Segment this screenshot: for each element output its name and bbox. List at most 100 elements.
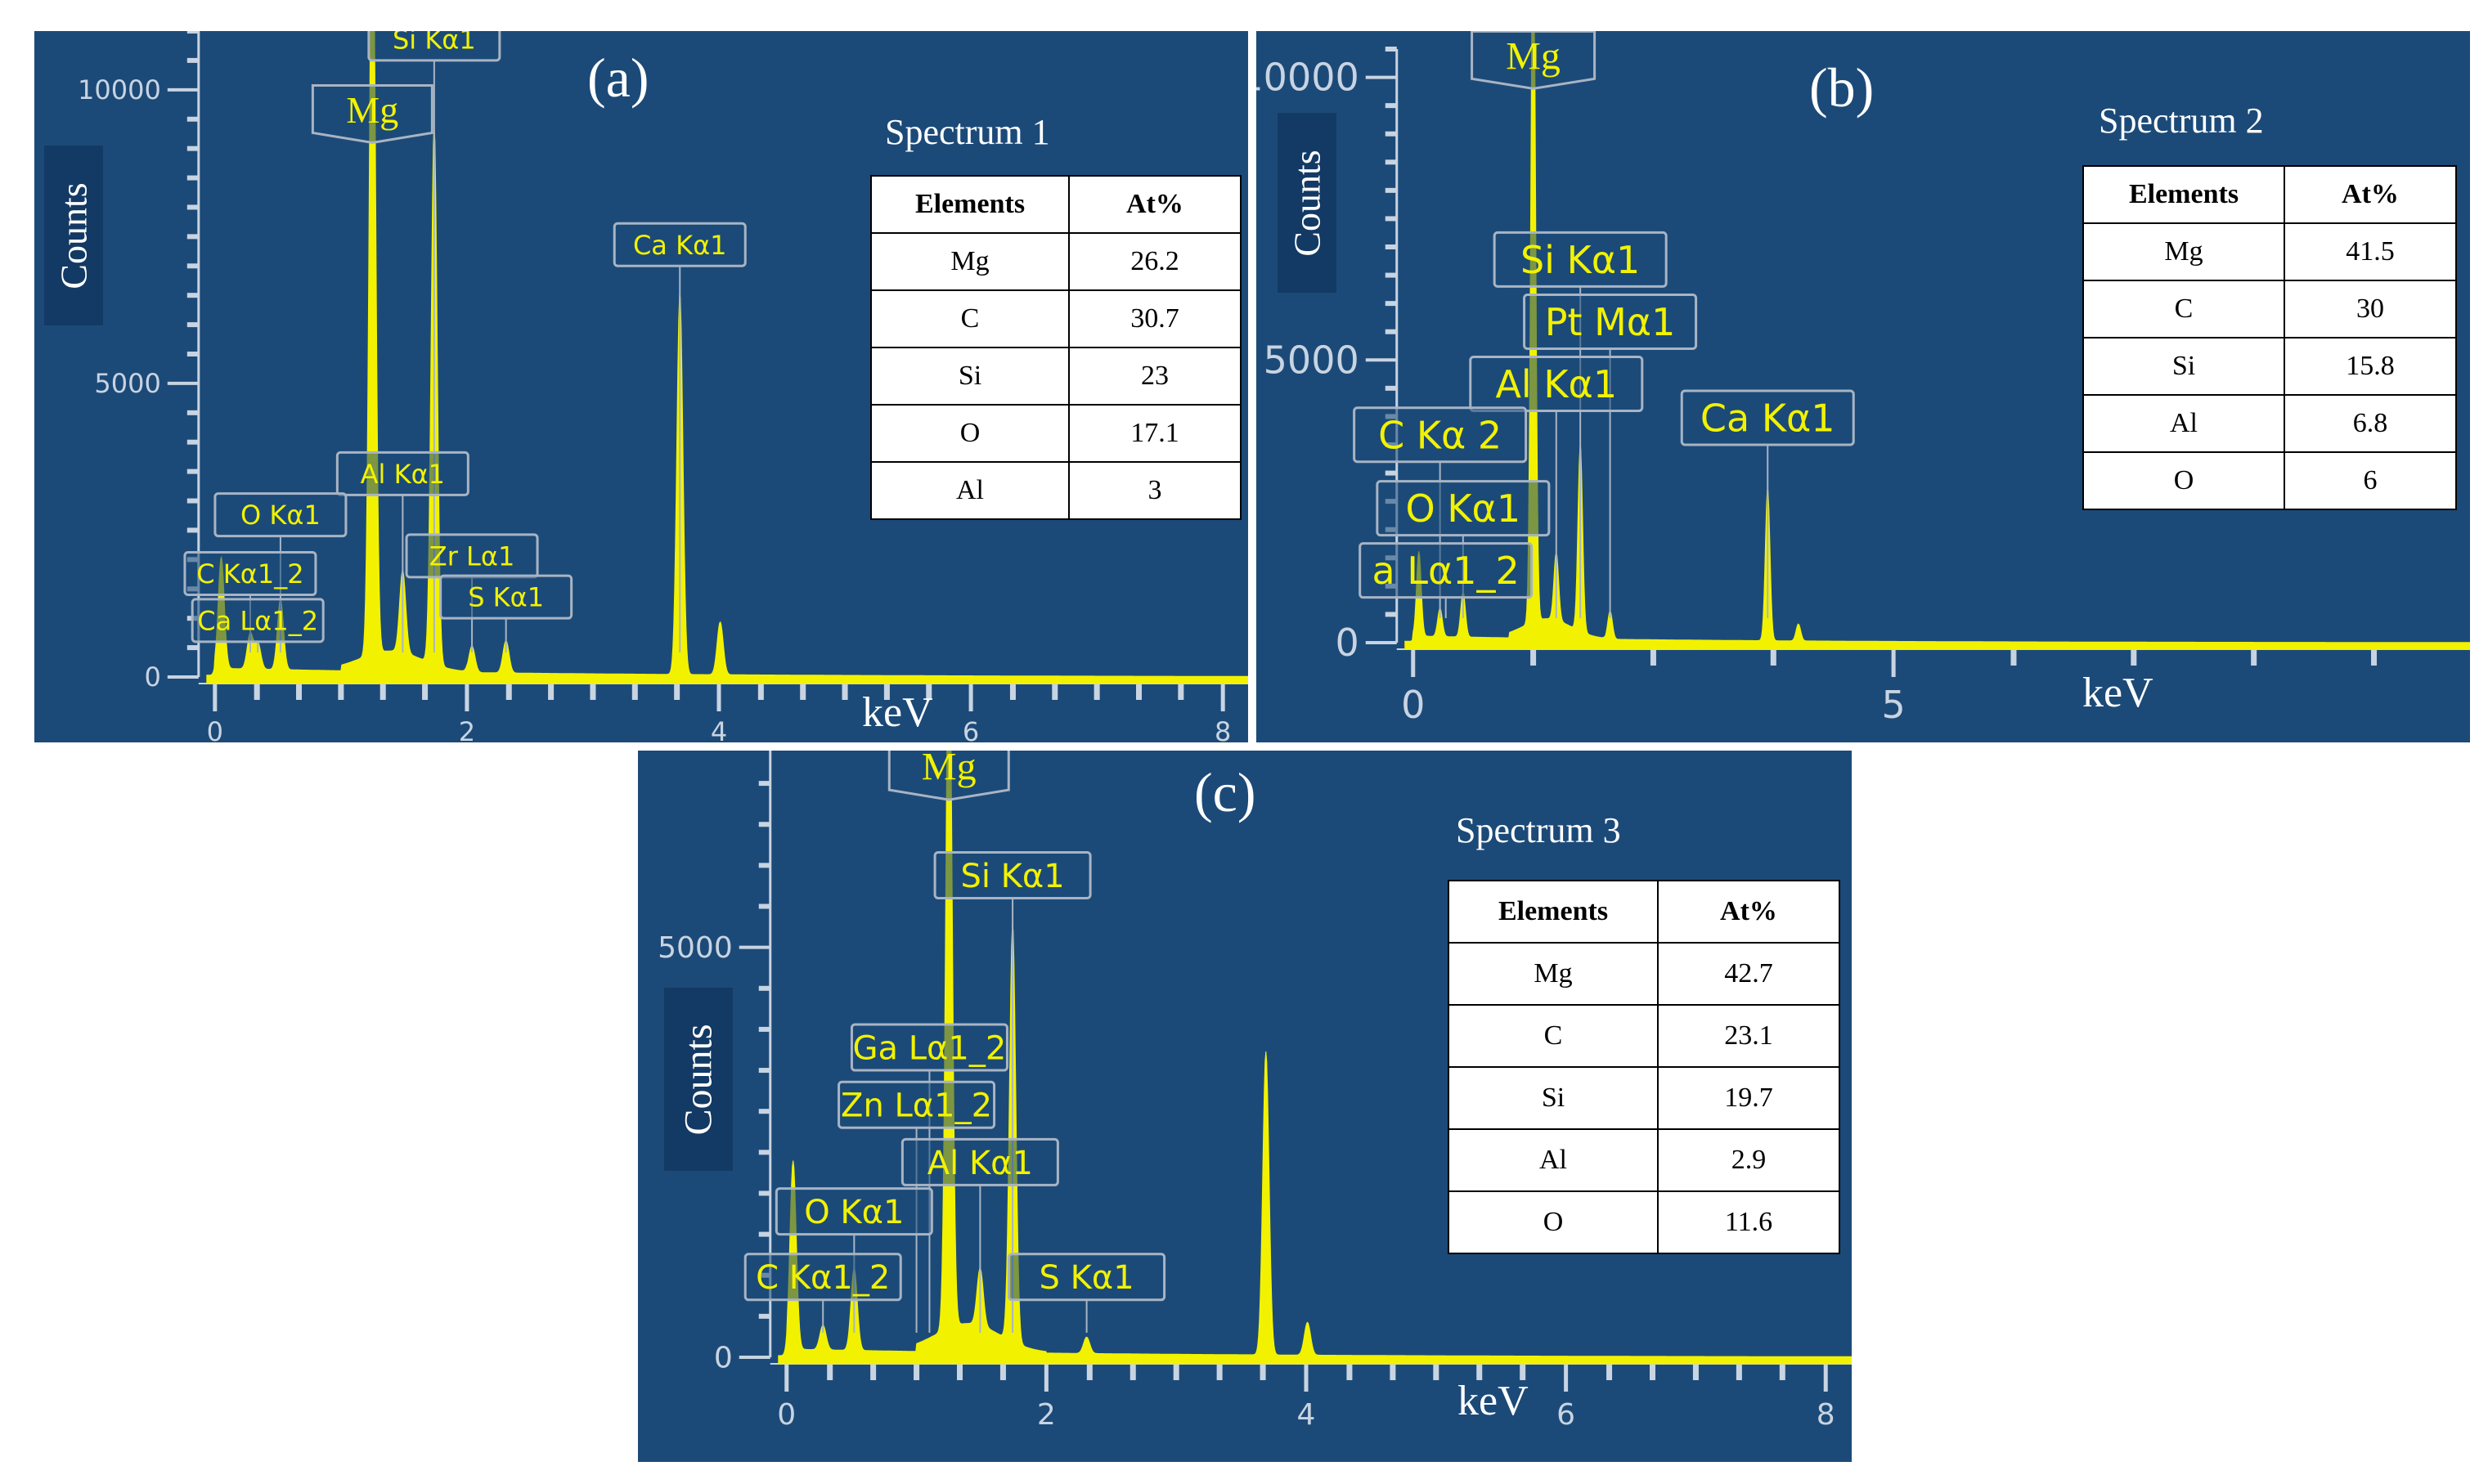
peak-label-box (311, 83, 433, 144)
peak-label-text: Ca Lα1_2 (197, 605, 318, 636)
y-tick-label: 5000 (1264, 338, 1359, 382)
x-tick-label: 6 (963, 716, 979, 742)
peak-label-text: Mg (922, 751, 977, 788)
table-row: C 30 (2082, 280, 2457, 338)
spectrum-trace (206, 31, 1248, 684)
x-tick-label: 2 (459, 716, 475, 742)
x-tick-label: 6 (1556, 1398, 1575, 1432)
peak-label-box (191, 598, 325, 643)
peak-label: O Kα1 (213, 492, 348, 652)
peak-label-box (213, 492, 348, 538)
x-axis-label: keV (862, 689, 933, 736)
table-cell: 17.1 (1068, 404, 1242, 463)
table-row: O 11.6 (1448, 1190, 1840, 1254)
table-cell: 41.5 (2284, 222, 2457, 281)
x-tick-label: 0 (1401, 683, 1425, 727)
peak-label-box (850, 1023, 1008, 1072)
spectrum-panel-a: 0 5000 10000 0 2 4 6 8 keV Mg Si Kα1 Ca Kα1 Al Kα1 O … (34, 31, 1248, 742)
table-header: Elements (870, 175, 1070, 234)
peak-label-box (1376, 480, 1551, 537)
spectrum-c-plot: 0 5000 0 2 4 6 8 keV Mg Si Kα1 Ga Lα1_2 Zn Lα1_2 Al … (658, 751, 1852, 1432)
table-header: At% (1657, 880, 1840, 944)
table-cell: Al (870, 461, 1070, 520)
peak-label-box (775, 1187, 933, 1236)
composition-table: Elements At% Mg 26.2 C 30.7 Si 23 O 17.1 Al 3 (870, 175, 1242, 520)
table-header-row: Elements At% (1448, 880, 1840, 944)
composition-table: Elements At% Mg 42.7 C 23.1 Si 19.7 Al 2.9 O… (1448, 880, 1840, 1254)
peak-label: Al Kα1 (900, 1137, 1059, 1333)
peak-label-box (613, 222, 747, 267)
peak-label-text: O Kα1 (240, 500, 321, 531)
table-cell: O (2082, 451, 2285, 510)
x-tick-label: 4 (711, 716, 727, 742)
peak-label-box (743, 1253, 902, 1302)
peak-label-text: Zn Lα1_2 (841, 1087, 992, 1125)
peak-label: Zn Lα1_2 (838, 1080, 996, 1333)
table-cell: 30.7 (1068, 289, 1242, 348)
peak-label-box (838, 1080, 996, 1129)
table-row: C 30.7 (870, 289, 1242, 348)
peak-label-text: S Kα1 (1040, 1259, 1134, 1297)
peak-label-box (335, 451, 469, 496)
peak-label-text: Ca Kα1 (1700, 397, 1835, 441)
x-tick-label: 2 (1037, 1398, 1056, 1432)
y-tick-label: 0 (714, 1342, 733, 1375)
y-axis-label: Counts (52, 182, 95, 289)
y-axis-label-box: Counts (664, 988, 733, 1171)
peak-label-box (183, 550, 317, 596)
x-tick-label: 0 (207, 716, 223, 742)
x-axis-label: keV (1457, 1378, 1529, 1424)
table-cell: 15.8 (2284, 337, 2457, 396)
spectrum-title: Spectrum 2 (2099, 101, 2264, 141)
table-header-row: Elements At% (870, 175, 1242, 234)
table-cell: C (870, 289, 1070, 348)
table-cell: 30 (2284, 280, 2457, 338)
peak-label-text: Zr Lα1 (429, 540, 515, 572)
table-cell: 19.7 (1657, 1066, 1840, 1130)
table-header: At% (2284, 165, 2457, 224)
peak-label: S Kα1 (439, 574, 573, 652)
peak-label-text: Si Kα1 (1520, 238, 1640, 282)
table-row: Al 3 (870, 461, 1242, 520)
table-row: Mg 26.2 (870, 232, 1242, 291)
y-tick-label: 5000 (94, 368, 160, 399)
table-cell: Al (2082, 394, 2285, 453)
x-tick-label: 8 (1215, 716, 1231, 742)
table-row: Al 6.8 (2082, 394, 2457, 453)
spectrum-panel-b: 0 5000 10000 0 5 keV Mg Si Kα1 Pt Mα1 Al Kα1 Ca Kα… (1256, 31, 2470, 742)
table-cell: Mg (1448, 942, 1659, 1006)
table-cell: Si (870, 347, 1070, 406)
table-header-row: Elements At% (2082, 165, 2457, 224)
table-row: Mg 42.7 (1448, 942, 1840, 1006)
peak-label-box (1353, 406, 1528, 464)
table-cell: C (1448, 1004, 1659, 1068)
table-cell: Si (2082, 337, 2285, 396)
table-row: Mg 41.5 (2082, 222, 2457, 281)
table-cell: O (1448, 1190, 1659, 1254)
table-header: Elements (2082, 165, 2285, 224)
table-cell: Mg (2082, 222, 2285, 281)
peak-label-text: C Kα1_2 (196, 558, 303, 590)
peak-label-box (439, 574, 573, 620)
peak-label: S Kα1 (1008, 1253, 1166, 1333)
table-cell: 6.8 (2284, 394, 2457, 453)
y-axis-label: Counts (676, 1023, 721, 1136)
table-cell: O (870, 404, 1070, 463)
y-axis-label: Counts (1286, 149, 1328, 257)
table-cell: 23.1 (1657, 1004, 1840, 1068)
peak-label-text: Pt Mα1 (1545, 300, 1676, 344)
peak-label-box (1469, 356, 1644, 413)
peak-label-text: Al Kα1 (361, 459, 445, 490)
table-cell: 11.6 (1657, 1190, 1840, 1254)
x-tick-label: 8 (1817, 1398, 1835, 1432)
y-axis-label-box: Counts (1278, 113, 1336, 293)
peak-label-box (1680, 389, 1855, 446)
y-tick-label: 5000 (658, 931, 733, 965)
peak-label-text: O Kα1 (1406, 486, 1521, 531)
peak-label-text: Mg (1506, 35, 1561, 78)
x-tick-label: 5 (1881, 683, 1905, 727)
peak-label: Si Kα1 (367, 31, 501, 652)
spectrum-a-plot: 0 5000 10000 0 2 4 6 8 keV Mg Si Kα1 Ca Kα1 Al Kα1 O … (78, 31, 1248, 742)
